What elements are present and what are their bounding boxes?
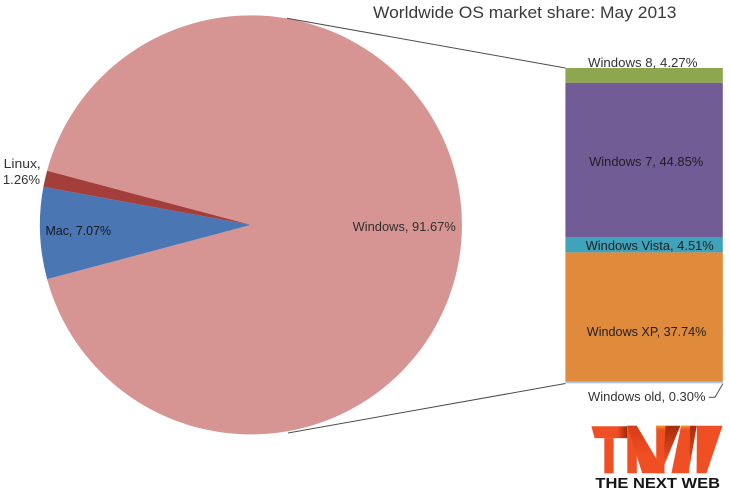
svg-text:Windows old, 0.30%: Windows old, 0.30% — [588, 389, 706, 404]
svg-text:Linux,: Linux, — [4, 156, 41, 171]
svg-text:Worldwide OS market share: May: Worldwide OS market share: May 2013 — [373, 4, 677, 22]
svg-text:Windows 7, 44.85%: Windows 7, 44.85% — [589, 154, 704, 169]
svg-text:THE NEXT WEB: THE NEXT WEB — [595, 476, 720, 492]
svg-text:Windows 8, 4.27%: Windows 8, 4.27% — [588, 55, 698, 70]
svg-text:Windows XP, 37.74%: Windows XP, 37.74% — [587, 324, 707, 339]
svg-text:Windows Vista, 4.51%: Windows Vista, 4.51% — [586, 238, 715, 253]
svg-text:Windows, 91.67%: Windows, 91.67% — [353, 219, 457, 234]
svg-text:Mac, 7.07%: Mac, 7.07% — [46, 223, 112, 238]
svg-text:1.26%: 1.26% — [3, 172, 41, 187]
